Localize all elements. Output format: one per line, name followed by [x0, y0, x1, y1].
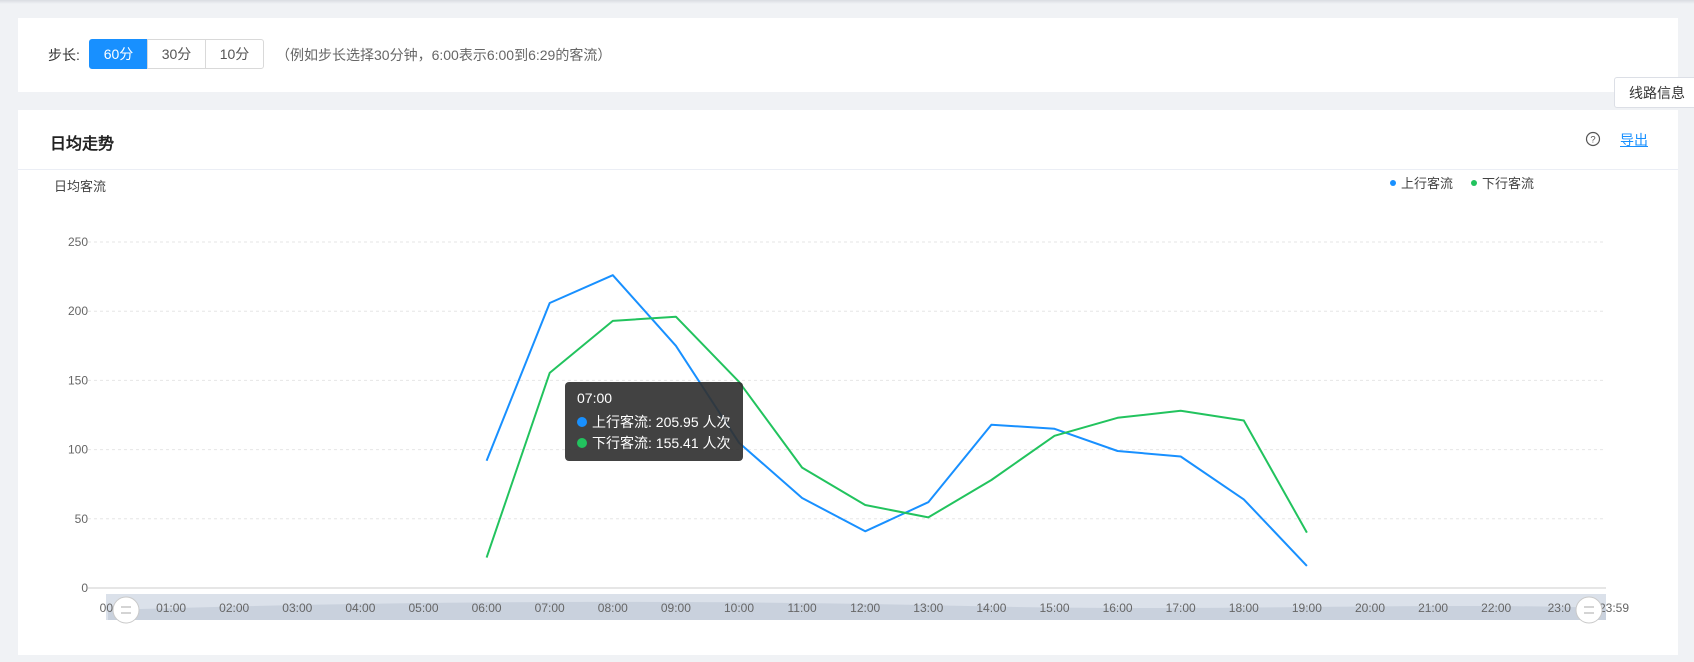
legend-label: 上行客流	[1401, 176, 1453, 191]
x-tick-label: 15:00	[1039, 601, 1069, 615]
x-tick-label: 17:00	[1166, 601, 1196, 615]
step-option-60[interactable]: 60分	[89, 39, 148, 69]
x-tick-label: 00:	[100, 601, 117, 615]
x-tick-label: 21:00	[1418, 601, 1448, 615]
y-tick-label: 50	[75, 512, 89, 526]
top-shadow	[0, 0, 1694, 4]
x-tick-label: 01:00	[156, 601, 186, 615]
y-tick-label: 150	[68, 373, 88, 387]
x-tick-label: 19:00	[1292, 601, 1322, 615]
card-title: 日均走势	[50, 136, 115, 153]
line-chart: 日均客流 0 50 100 150 200 250 00: 01:00 02:00 03:00 04:…	[54, 176, 1629, 624]
x-tick-label: 03:00	[282, 601, 312, 615]
series-line-up	[485, 274, 1308, 567]
x-tick-label: 13:00	[913, 601, 943, 615]
export-link[interactable]: 导出	[1620, 132, 1648, 148]
tooltip-dot-up	[577, 416, 587, 427]
x-tick-label: 23:0	[1548, 601, 1572, 615]
y-tick-label: 0	[81, 581, 88, 595]
y-tick-label: 250	[68, 235, 88, 249]
chart-tooltip: 07:00 上行客流: 205.95 人次 下行客流: 155.41 人次	[565, 382, 743, 461]
trend-card: 日均走势 ? 导出 日均客流 0 50 100 150 200 250 00: 01:00 02:…	[18, 110, 1678, 655]
x-tick-label: 14:00	[976, 601, 1006, 615]
card-header: 日均走势 ? 导出	[18, 110, 1678, 170]
x-tick-label: 11:00	[788, 601, 817, 615]
tooltip-text-up: 上行客流: 205.95 人次	[592, 413, 731, 430]
y-tick-label: 200	[68, 304, 88, 318]
x-tick-label: 07:00	[535, 601, 565, 615]
x-tick-label: 22:00	[1481, 601, 1511, 615]
step-segmented-control: 60分 30分 10分	[89, 39, 264, 69]
route-info-tab[interactable]: 线路信息	[1614, 77, 1694, 108]
x-tick-label: 06:00	[472, 601, 502, 615]
x-tick-label: 20:00	[1355, 601, 1385, 615]
y-axis-label: 日均客流	[54, 179, 106, 194]
x-tick-label: 08:00	[598, 601, 628, 615]
step-hint: （例如步长选择30分钟，6:00表示6:00到6:29的客流）	[276, 47, 612, 63]
question-circle-icon[interactable]: ?	[1585, 131, 1601, 147]
x-tick-label-end: 23:59	[1599, 601, 1629, 615]
x-tick-label: 04:00	[345, 601, 375, 615]
zoom-slider-shadow	[108, 601, 1606, 620]
x-tick-label: 18:00	[1229, 601, 1259, 615]
x-tick-label: 12:00	[850, 601, 880, 615]
x-tick-label: 05:00	[408, 601, 438, 615]
tooltip-row-up: 上行客流: 205.95 人次	[577, 411, 731, 432]
legend-label: 下行客流	[1482, 176, 1534, 191]
step-label: 步长:	[48, 47, 80, 63]
legend-marker	[1471, 180, 1477, 186]
x-tick-label: 02:00	[219, 601, 249, 615]
step-card: 步长: 60分 30分 10分 （例如步长选择30分钟，6:00表示6:00到6…	[18, 18, 1678, 92]
tooltip-time: 07:00	[577, 390, 613, 406]
zoom-handle-right	[1575, 596, 1603, 624]
tooltip-row-down: 下行客流: 155.41 人次	[577, 432, 731, 453]
tooltip-dot-down	[577, 437, 587, 448]
step-option-10[interactable]: 10分	[205, 39, 264, 69]
x-tick-label: 09:00	[661, 601, 691, 615]
x-tick-label: 16:00	[1103, 601, 1133, 615]
legend-marker	[1390, 180, 1396, 186]
svg-text:?: ?	[1590, 135, 1595, 146]
x-tick-label: 10:00	[724, 601, 754, 615]
y-tick-label: 100	[68, 443, 88, 457]
series-line-down	[485, 315, 1308, 558]
step-option-30[interactable]: 30分	[147, 39, 206, 69]
zoom-handle-left	[112, 596, 140, 624]
tooltip-text-down: 下行客流: 155.41 人次	[592, 434, 731, 451]
